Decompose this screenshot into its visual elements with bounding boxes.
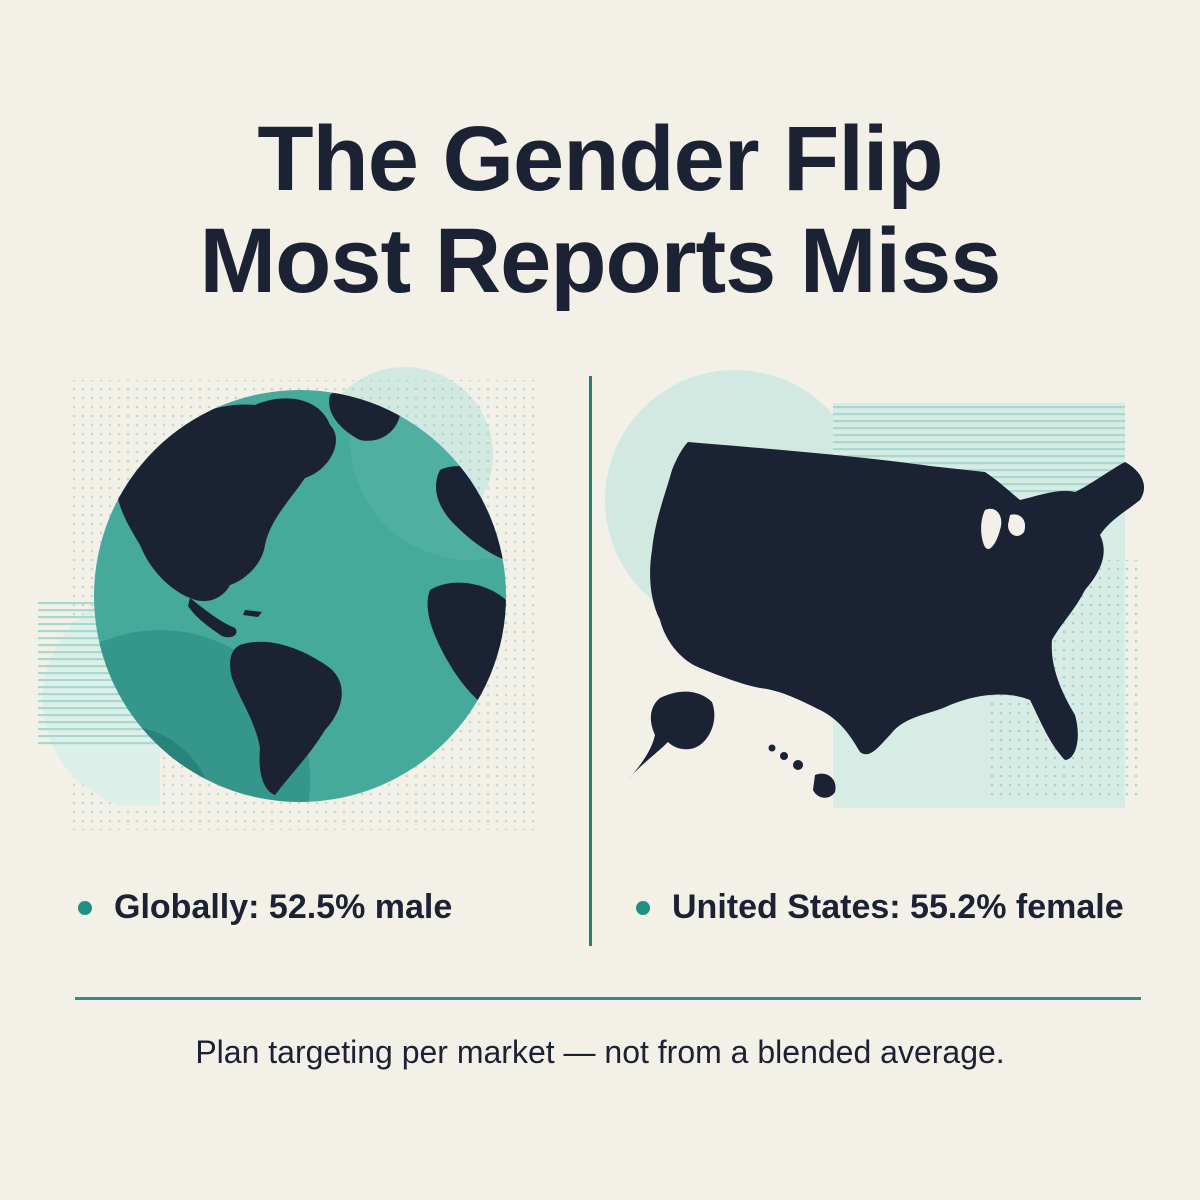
bullet-dot-icon xyxy=(636,900,650,915)
bullet-dot-icon xyxy=(78,900,92,915)
illustration-area xyxy=(38,367,1145,830)
global-stat: Globally: 52.5% male xyxy=(78,888,452,927)
global-stat-label: Globally: 52.5% male xyxy=(114,888,453,926)
us-stat-label: United States: 55.2% female xyxy=(672,888,1124,926)
us-stat: United States: 55.2% female xyxy=(636,888,1124,927)
title-line-1: The Gender Flip xyxy=(257,108,943,210)
title-line-2: Most Reports Miss xyxy=(199,210,1002,312)
usa-map-icon xyxy=(628,442,1145,798)
horizontal-divider xyxy=(75,997,1141,1000)
footer-note: Plan targeting per market — not from a b… xyxy=(195,1034,1005,1070)
page-title: The Gender Flip Most Reports Miss xyxy=(0,108,1200,312)
vertical-divider xyxy=(589,376,592,946)
